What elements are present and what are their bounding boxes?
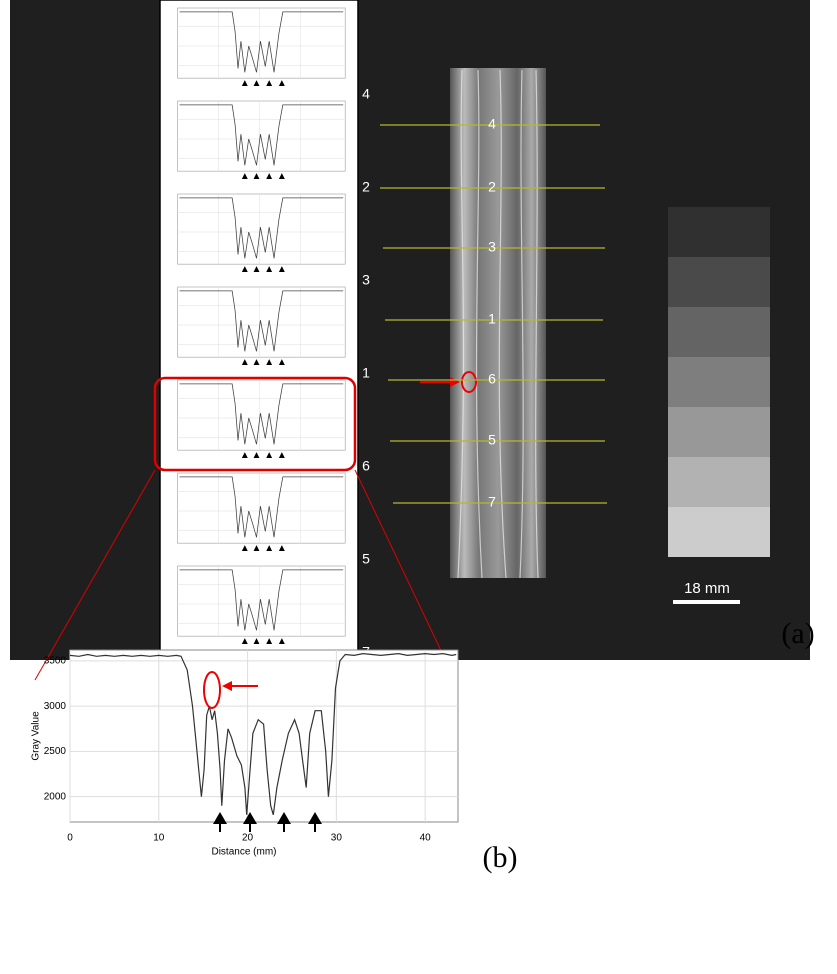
y-tick-label: 3500 [44,656,67,667]
profile-line-label: 4 [488,116,496,132]
wedge-step [668,457,770,507]
profile-number: 3 [362,272,370,288]
x-tick-label: 10 [153,833,165,844]
profile-thumbnail [162,188,352,276]
y-tick-label: 2000 [44,791,67,802]
x-axis-label: Distance (mm) [211,847,276,858]
x-tick-label: 40 [420,833,432,844]
wedge-step [668,407,770,457]
panel-label: (b) [483,841,518,874]
profile-line-label: 3 [488,239,496,255]
profile-number: 2 [362,179,370,195]
y-axis-label: Gray Value [31,711,42,761]
x-tick-label: 30 [331,833,343,844]
profile-thumbnail [162,467,352,555]
profile-line-label: 5 [488,432,496,448]
profile-thumbnail [162,95,352,183]
page: {"panel_a": {"profile_labels": ["4", "2"… [0,0,837,969]
profile-line-label: 2 [488,179,496,195]
x-tick-label: 0 [67,833,73,844]
profile-chart: 0 10 20 30 40 2000 2500 3000 3500 Distance (mm) Gr… [31,650,518,874]
xray-sample [450,68,546,578]
wedge-step [668,357,770,407]
x-tick-label: 20 [242,833,254,844]
profile-line-label: 1 [488,311,496,327]
panel-label: (a) [781,617,814,650]
wedge-step [668,507,770,557]
profile-thumbnail [162,2,352,90]
wedge-step [668,207,770,257]
y-tick-label: 2500 [44,746,67,757]
wedge-step [668,257,770,307]
profile-line-label: 7 [488,494,496,510]
profile-line-label: 6 [488,371,496,387]
profile-thumbnail [162,560,352,648]
profile-number: 1 [362,365,370,381]
step-wedge [668,207,770,557]
profile-number: 4 [362,86,370,102]
profile-number: 5 [362,551,370,567]
figure: 4 2 3 1 6 5 7 18 mm (a) 0 10 20 30 40 2000 2500 3000 3… [0,0,837,969]
y-tick-label: 3000 [44,701,67,712]
profile-thumbnail [162,281,352,369]
profile-thumbnail [162,374,352,462]
scale-bar-label: 18 mm [684,580,730,597]
profile-number: 6 [362,458,370,474]
wedge-step [668,307,770,357]
